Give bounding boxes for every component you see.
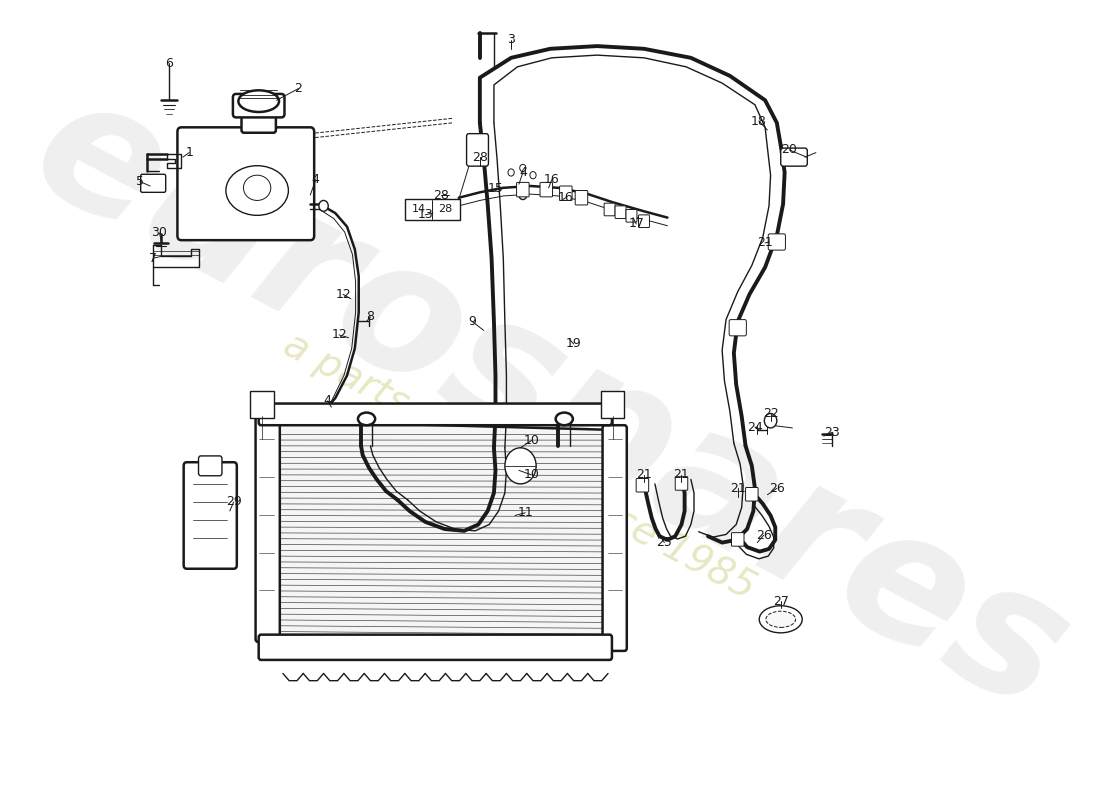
FancyBboxPatch shape [729, 320, 747, 336]
FancyBboxPatch shape [603, 426, 627, 651]
Text: 26: 26 [769, 482, 784, 495]
Ellipse shape [239, 90, 279, 112]
Text: 1: 1 [185, 146, 194, 159]
Polygon shape [275, 421, 606, 646]
Circle shape [764, 414, 777, 428]
Text: 16: 16 [543, 173, 560, 186]
FancyBboxPatch shape [517, 182, 529, 197]
Text: 28: 28 [438, 205, 452, 214]
Text: 6: 6 [165, 57, 173, 70]
Text: a parts supplier since 1985: a parts supplier since 1985 [276, 325, 761, 606]
Text: 28: 28 [472, 150, 487, 164]
FancyBboxPatch shape [636, 478, 649, 492]
Circle shape [519, 190, 527, 199]
FancyBboxPatch shape [141, 174, 166, 192]
Text: 12: 12 [331, 329, 348, 342]
Text: 10: 10 [524, 434, 539, 447]
FancyBboxPatch shape [638, 215, 649, 227]
Text: 18: 18 [751, 114, 767, 127]
Text: 21: 21 [673, 468, 690, 482]
FancyBboxPatch shape [258, 403, 612, 426]
Text: 24: 24 [747, 421, 762, 434]
FancyBboxPatch shape [746, 487, 758, 501]
Text: 10: 10 [524, 468, 539, 482]
Text: 21: 21 [636, 468, 652, 482]
Ellipse shape [358, 413, 375, 426]
Text: 4: 4 [323, 394, 331, 407]
Circle shape [505, 448, 536, 484]
Text: 30: 30 [152, 226, 167, 239]
FancyBboxPatch shape [405, 198, 460, 220]
FancyBboxPatch shape [781, 148, 807, 166]
Text: 4: 4 [519, 166, 527, 179]
Circle shape [319, 201, 328, 211]
Text: 21: 21 [757, 236, 773, 250]
FancyBboxPatch shape [575, 190, 587, 205]
Text: 2: 2 [295, 82, 302, 95]
FancyBboxPatch shape [250, 391, 274, 418]
Text: 9: 9 [469, 315, 476, 328]
Text: 29: 29 [226, 495, 242, 509]
Ellipse shape [766, 611, 795, 627]
Ellipse shape [226, 166, 288, 215]
Text: 14: 14 [411, 205, 426, 214]
Text: 27: 27 [773, 594, 789, 608]
Ellipse shape [556, 413, 573, 426]
FancyBboxPatch shape [258, 634, 612, 660]
Text: 4: 4 [311, 173, 320, 186]
FancyBboxPatch shape [675, 477, 688, 490]
Text: 12: 12 [336, 288, 351, 301]
Text: 16: 16 [558, 191, 574, 204]
FancyBboxPatch shape [601, 391, 625, 418]
Text: 28: 28 [432, 189, 449, 202]
FancyBboxPatch shape [233, 94, 285, 118]
FancyBboxPatch shape [184, 462, 236, 569]
Text: 8: 8 [366, 310, 374, 323]
Ellipse shape [243, 175, 271, 201]
FancyBboxPatch shape [626, 210, 637, 222]
Text: 7: 7 [150, 252, 157, 265]
FancyBboxPatch shape [615, 206, 626, 218]
Ellipse shape [759, 606, 802, 633]
FancyBboxPatch shape [604, 203, 615, 216]
Text: 21: 21 [730, 482, 746, 495]
Text: 11: 11 [517, 506, 534, 519]
FancyBboxPatch shape [768, 234, 785, 250]
Text: 26: 26 [756, 529, 771, 542]
Circle shape [530, 171, 536, 178]
Text: 20: 20 [781, 143, 798, 156]
FancyBboxPatch shape [732, 533, 744, 546]
Text: 22: 22 [762, 407, 779, 420]
FancyBboxPatch shape [177, 127, 315, 240]
FancyBboxPatch shape [560, 186, 572, 201]
Circle shape [519, 164, 526, 171]
Text: 3: 3 [507, 34, 515, 46]
Text: eurospares: eurospares [6, 57, 1096, 748]
FancyBboxPatch shape [466, 134, 488, 166]
Text: 5: 5 [136, 175, 144, 188]
Text: 17: 17 [628, 218, 645, 230]
Text: 25: 25 [657, 536, 672, 549]
Text: 19: 19 [565, 338, 582, 350]
FancyBboxPatch shape [242, 107, 276, 133]
Text: 23: 23 [824, 426, 839, 439]
FancyBboxPatch shape [255, 416, 279, 642]
Text: 15: 15 [487, 182, 504, 195]
FancyBboxPatch shape [540, 182, 552, 197]
Text: 13: 13 [417, 208, 433, 222]
Circle shape [508, 169, 514, 176]
FancyBboxPatch shape [198, 456, 222, 476]
